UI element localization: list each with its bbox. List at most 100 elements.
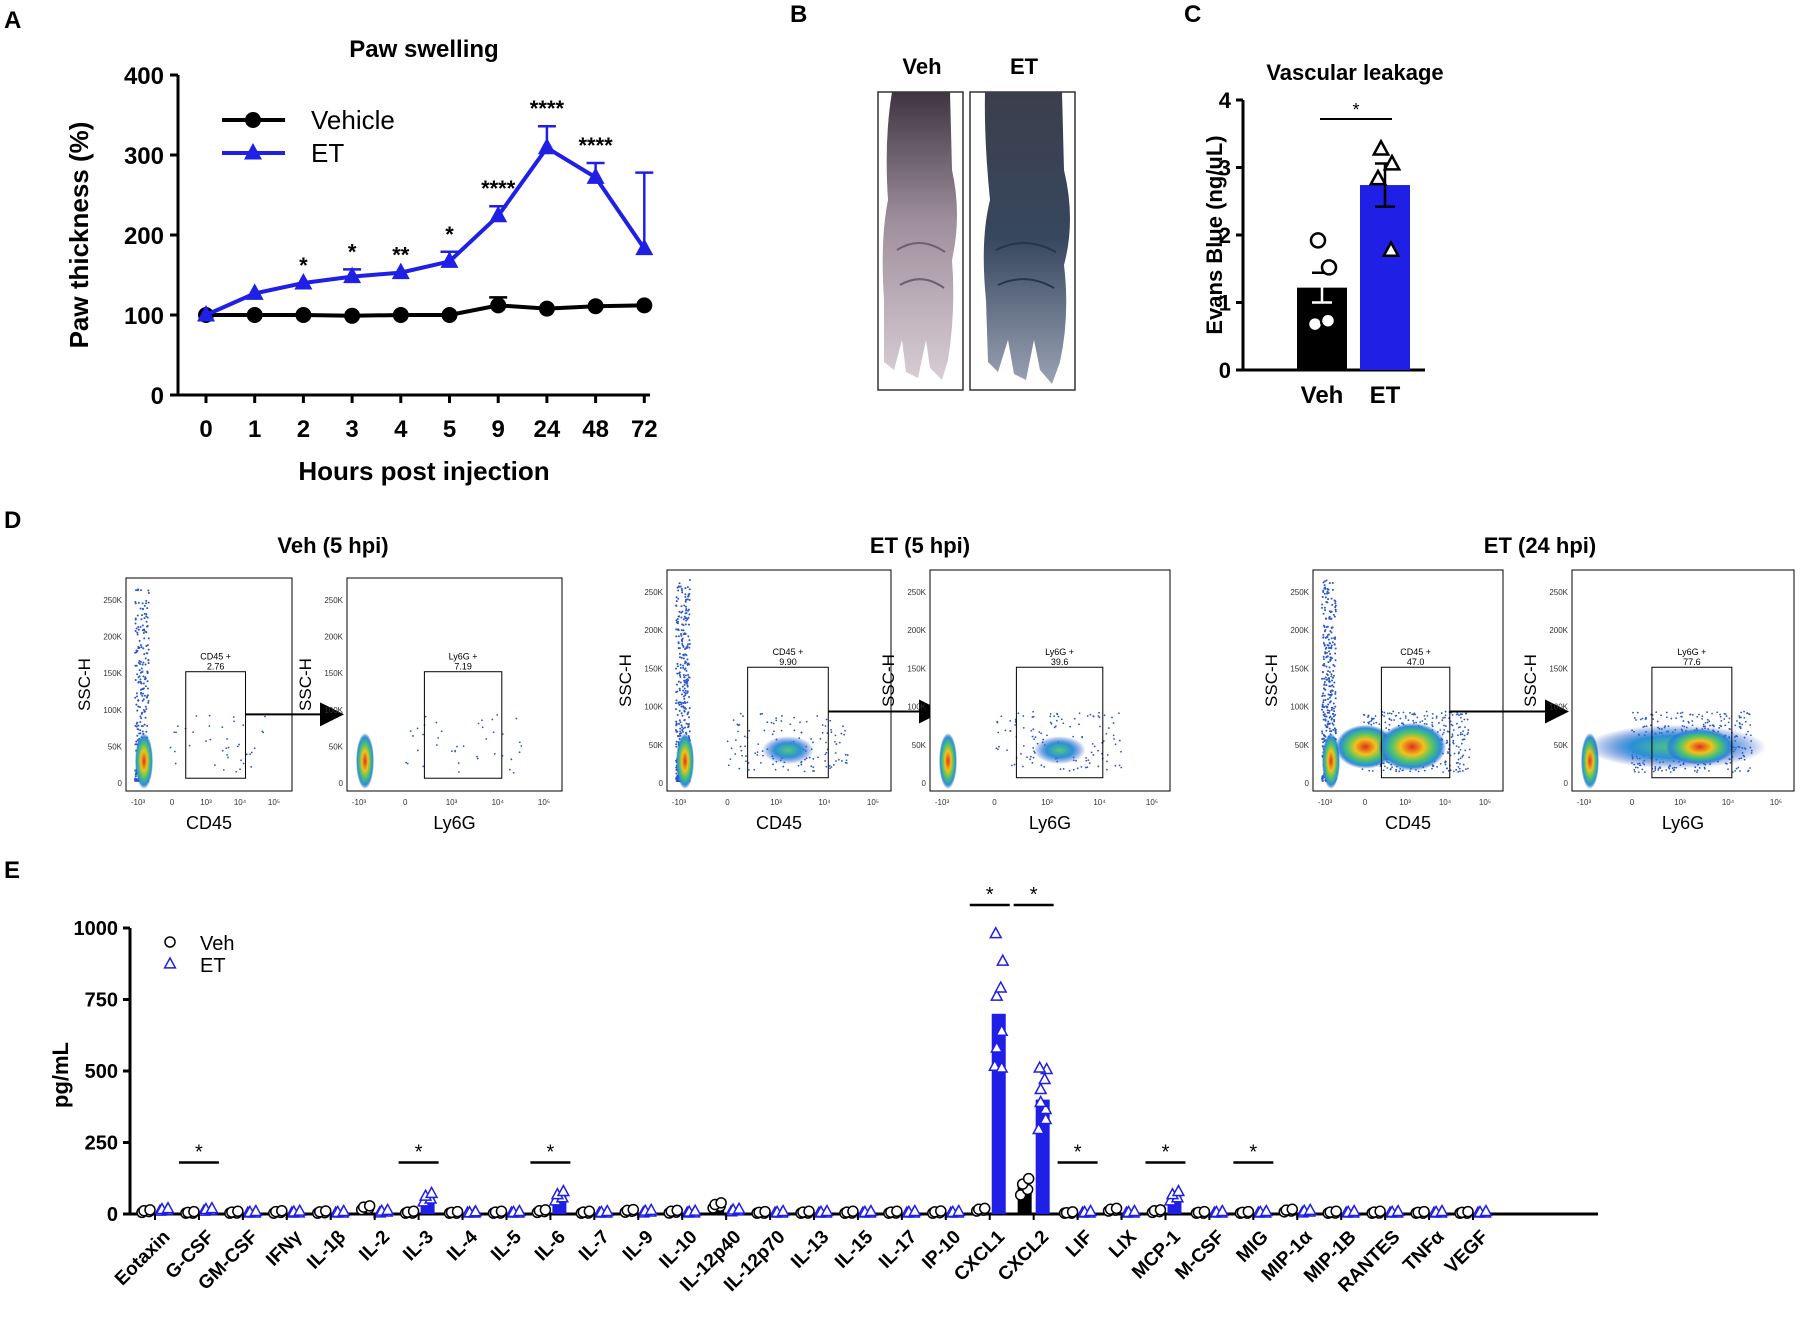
- event-dot: [1329, 685, 1332, 688]
- event-dot: [1040, 764, 1043, 767]
- event-dot: [1328, 680, 1331, 683]
- event-dot: [1333, 615, 1336, 618]
- data-point-veh: [1022, 1172, 1035, 1185]
- x-tick-label: 10³: [446, 798, 458, 807]
- y-tick-label: 0: [107, 1204, 118, 1226]
- y-tick-label: 400: [124, 63, 164, 90]
- event-dot: [147, 601, 150, 604]
- event-dot: [1328, 696, 1331, 699]
- event-dot: [1441, 733, 1444, 736]
- event-dot: [775, 719, 778, 722]
- event-dot: [1330, 631, 1333, 634]
- event-dot: [225, 747, 228, 750]
- event-dot: [1057, 715, 1060, 718]
- event-dot: [1111, 716, 1113, 719]
- event-dot: [1415, 721, 1418, 724]
- event-dot: [678, 615, 681, 618]
- event-dot: [682, 657, 685, 660]
- event-dot: [135, 703, 138, 706]
- event-dot: [829, 719, 832, 722]
- data-point-veh: [583, 1205, 596, 1218]
- event-dot: [727, 764, 730, 767]
- event-dot: [1440, 712, 1443, 715]
- event-dot: [1329, 691, 1332, 694]
- event-dot: [1679, 712, 1682, 715]
- event-dot: [810, 765, 813, 768]
- event-dot: [812, 766, 815, 769]
- event-dot: [145, 615, 148, 618]
- event-dot: [1431, 725, 1434, 728]
- y-tick-label: 750: [85, 990, 118, 1012]
- event-dot: [1738, 716, 1741, 719]
- event-dot: [1085, 757, 1087, 759]
- event-dot: [680, 693, 683, 696]
- event-dot: [1327, 591, 1330, 594]
- y-tick-label: 150K: [907, 664, 926, 673]
- event-dot: [1321, 708, 1324, 711]
- event-dot: [209, 738, 212, 741]
- event-dot: [144, 657, 147, 660]
- event-dot: [1327, 698, 1330, 701]
- event-dot: [233, 720, 235, 723]
- event-dot: [684, 689, 687, 692]
- event-dot: [1333, 720, 1336, 723]
- event-dot: [141, 663, 144, 666]
- event-dot: [780, 729, 783, 732]
- event-dot: [1324, 636, 1327, 639]
- event-dot: [1325, 715, 1328, 718]
- event-dot: [1330, 673, 1333, 676]
- event-dot: [515, 717, 518, 720]
- event-dot: [1404, 717, 1407, 719]
- event-dot: [1441, 719, 1444, 722]
- y-tick-label: 200K: [1290, 626, 1309, 635]
- event-dot: [457, 762, 460, 764]
- x-tick-label: 0: [725, 798, 730, 807]
- event-dot: [1363, 713, 1365, 716]
- event-dot: [1333, 643, 1336, 646]
- event-dot: [681, 714, 684, 717]
- event-dot: [1055, 719, 1058, 722]
- event-dot: [1009, 730, 1012, 732]
- event-dot: [1092, 754, 1095, 756]
- cd45-scatter-plot: 0 50K 100K 150K 200K 250K -10³ 0 10³ 10⁴ 10⁵ SSC-H C…: [75, 577, 344, 833]
- event-dot: [1323, 592, 1326, 595]
- event-dot: [1326, 590, 1329, 593]
- event-dot: [1450, 736, 1453, 739]
- event-dot: [1328, 709, 1331, 712]
- data-point-et: [990, 1040, 1004, 1053]
- event-dot: [1701, 715, 1704, 718]
- event-dot: [1371, 718, 1374, 721]
- event-dot: [175, 731, 177, 734]
- event-dot: [745, 755, 747, 757]
- x-axis-label: CD45: [1385, 813, 1431, 833]
- event-dot: [1386, 712, 1389, 715]
- event-dot: [1334, 647, 1337, 650]
- event-dot: [1332, 713, 1335, 716]
- y-tick-label: 0: [151, 383, 164, 410]
- event-dot: [1326, 711, 1329, 714]
- event-dot: [222, 769, 225, 771]
- event-dot: [1446, 730, 1449, 733]
- event-density-cluster: [1335, 724, 1396, 769]
- event-dot: [686, 684, 689, 687]
- event-dot: [1458, 751, 1460, 754]
- event-dot: [730, 747, 733, 750]
- y-tick-label: 50K: [912, 741, 927, 750]
- event-dot: [679, 632, 682, 635]
- event-dot: [1457, 758, 1460, 761]
- series-line-vehicle: [206, 303, 645, 318]
- event-dot: [1017, 712, 1020, 715]
- event-dot: [143, 617, 146, 620]
- event-dot: [1032, 715, 1035, 718]
- x-tick-label: 0: [1630, 798, 1635, 807]
- event-dot: [135, 692, 138, 695]
- x-axis-label: Hours post injection: [298, 456, 549, 486]
- x-tick-label: 2: [297, 416, 310, 443]
- event-dot: [686, 598, 689, 601]
- event-dot: [1106, 760, 1108, 763]
- event-dot: [766, 721, 769, 724]
- event-dot: [1682, 720, 1685, 722]
- event-dot: [687, 726, 690, 729]
- event-dot: [141, 694, 144, 697]
- event-dot: [1455, 713, 1458, 716]
